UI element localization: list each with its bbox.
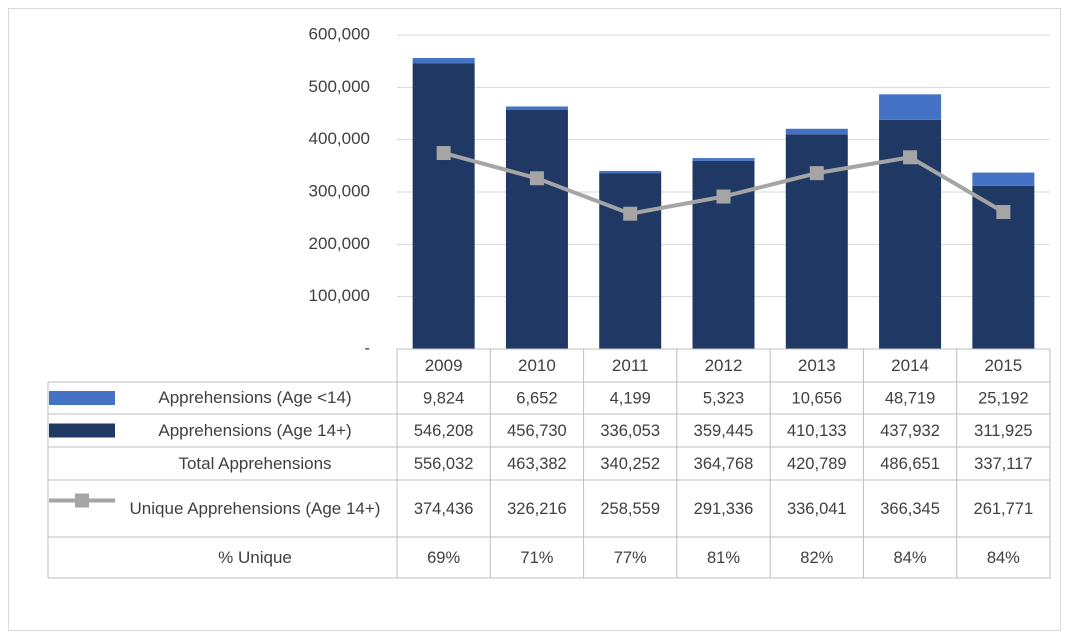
table-cell: 463,382 xyxy=(507,455,567,473)
y-tick-label: 300,000 xyxy=(309,181,370,200)
line-marker xyxy=(903,150,918,165)
legend-label: Apprehensions (Age 14+) xyxy=(158,420,352,440)
line-marker xyxy=(716,189,731,204)
table-cell: 84% xyxy=(894,549,927,567)
line-marker xyxy=(996,205,1011,220)
x-tick-label: 2013 xyxy=(798,356,836,375)
table-cell: 456,730 xyxy=(507,422,567,440)
table-cell: 374,436 xyxy=(414,500,474,518)
table-cell: 364,768 xyxy=(694,455,754,473)
bar xyxy=(412,63,475,349)
line-marker xyxy=(809,166,824,181)
table-cell: 10,656 xyxy=(792,389,842,407)
row-label-box: % Unique xyxy=(218,547,292,567)
y-tick-label: 200,000 xyxy=(309,234,370,253)
table-cell: 437,932 xyxy=(880,422,940,440)
table-cell: 546,208 xyxy=(414,422,474,440)
table-cell: 25,192 xyxy=(978,389,1028,407)
bar xyxy=(505,109,568,349)
bar xyxy=(692,158,755,161)
row-label-box: Unique Apprehensions (Age 14+) xyxy=(129,498,381,518)
table-cell: 340,252 xyxy=(600,455,660,473)
line-marker xyxy=(529,171,544,186)
y-tick-label: 500,000 xyxy=(309,77,370,96)
table-cell: 258,559 xyxy=(600,500,660,518)
y-tick-label: 600,000 xyxy=(309,24,370,43)
x-tick-label: 2009 xyxy=(425,356,463,375)
table-cell: 556,032 xyxy=(414,455,474,473)
row-label-box: Apprehensions (Age 14+) xyxy=(158,420,352,440)
legend-label: Apprehensions (Age <14) xyxy=(158,388,352,407)
table-cell: 82% xyxy=(800,549,833,567)
bar xyxy=(599,170,662,174)
x-tick-label: 2010 xyxy=(518,356,556,375)
row-label-box: Total Apprehensions xyxy=(178,453,332,473)
y-tick-label: 100,000 xyxy=(309,286,370,305)
table-cell: 311,925 xyxy=(974,422,1032,440)
table-cell: 336,041 xyxy=(787,500,847,518)
y-tick-label: 400,000 xyxy=(309,129,370,148)
table-cell: 359,445 xyxy=(694,422,754,440)
legend-label: Unique Apprehensions (Age 14+) xyxy=(129,498,381,518)
table-cell: 81% xyxy=(707,549,740,567)
bar xyxy=(785,128,848,135)
legend-key xyxy=(49,423,115,438)
bar xyxy=(505,106,568,110)
table-cell: 337,117 xyxy=(974,455,1032,473)
table-cell: 5,323 xyxy=(703,389,744,407)
y-tick-label: - xyxy=(364,338,370,357)
table-cell: 48,719 xyxy=(885,389,935,407)
table-cell: 410,133 xyxy=(787,422,847,440)
line-marker xyxy=(623,206,638,221)
table-cell: 326,216 xyxy=(507,500,567,518)
table-cell: 486,651 xyxy=(880,455,940,473)
table-cell: 84% xyxy=(987,549,1020,567)
row-label-box: Apprehensions (Age <14) xyxy=(158,388,352,407)
legend-key xyxy=(49,391,115,405)
x-tick-label: 2014 xyxy=(891,356,929,375)
table-cell: 9,824 xyxy=(423,389,464,407)
legend-key xyxy=(75,493,89,508)
table-cell: 6,652 xyxy=(516,389,557,407)
table-cell: 261,771 xyxy=(974,500,1034,518)
legend-label: Total Apprehensions xyxy=(178,453,332,473)
table-cell: 4,199 xyxy=(610,389,651,407)
bar xyxy=(412,58,475,64)
table-cell: 77% xyxy=(614,549,647,567)
x-tick-label: 2011 xyxy=(612,356,649,375)
x-tick-label: 2015 xyxy=(984,356,1022,375)
x-tick-label: 2012 xyxy=(705,356,743,375)
table-cell: 420,789 xyxy=(787,455,847,473)
bar xyxy=(879,94,942,120)
table-cell: 291,336 xyxy=(694,500,754,518)
bar xyxy=(972,172,1035,186)
table-cell: 71% xyxy=(520,549,553,567)
bar xyxy=(599,173,662,349)
table-cell: 69% xyxy=(427,549,460,567)
line-marker xyxy=(436,146,451,161)
table-cell: 336,053 xyxy=(600,422,660,440)
legend-label: % Unique xyxy=(218,547,292,567)
table-cell: 366,345 xyxy=(880,500,940,518)
